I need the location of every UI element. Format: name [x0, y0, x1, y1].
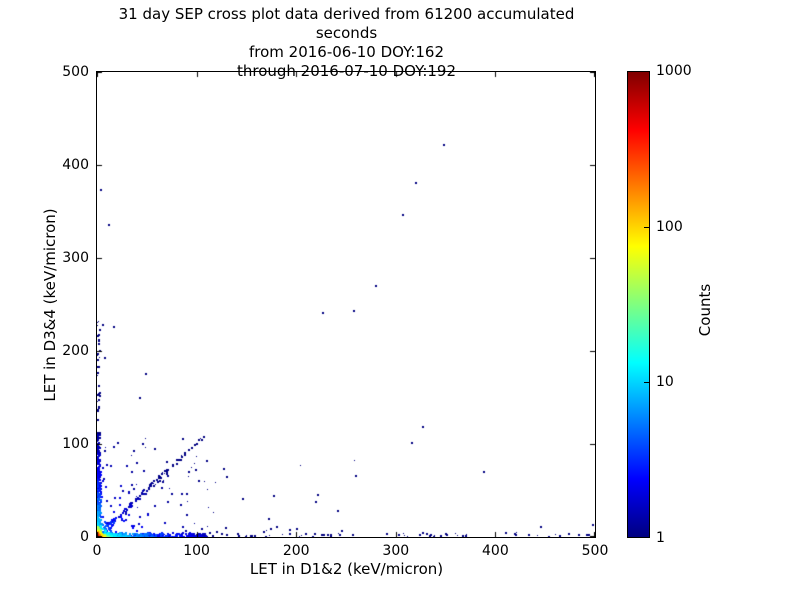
y-tick-label: 100 [62, 436, 89, 452]
x-tick-label: 200 [282, 543, 310, 559]
colorbar-tick-mark [644, 227, 649, 228]
chart-title-line1: 31 day SEP cross plot data derived from … [118, 5, 575, 42]
y-axis-label: LET in D3&4 (keV/micron) [41, 208, 59, 402]
chart-title: 31 day SEP cross plot data derived from … [97, 5, 596, 81]
y-tick-label: 500 [62, 64, 89, 80]
colorbar-tick-mark [644, 382, 649, 383]
y-tick-label: 400 [62, 157, 89, 173]
y-tick-label: 300 [62, 250, 89, 266]
y-tick-label: 0 [80, 529, 89, 545]
colorbar [627, 71, 650, 538]
colorbar-tick-label: 10 [656, 374, 674, 391]
scatter-canvas [97, 72, 595, 537]
colorbar-tick-label: 1000 [656, 63, 692, 79]
colorbar-label: Counts [696, 283, 714, 337]
x-tick-label: 0 [92, 543, 102, 559]
colorbar-tick-label: 100 [656, 218, 683, 235]
y-tick-label: 200 [62, 343, 89, 359]
x-tick-label: 500 [581, 543, 609, 559]
x-axis-label: LET in D1&2 (keV/micron) [249, 560, 444, 578]
plot-area [96, 71, 596, 538]
x-tick-label: 300 [382, 543, 410, 559]
chart-title-line2: from 2016-06-10 DOY:162 [248, 43, 444, 61]
x-tick-label: 100 [183, 543, 210, 559]
x-tick-label: 400 [482, 543, 509, 559]
colorbar-tick-label: 1 [656, 530, 665, 546]
